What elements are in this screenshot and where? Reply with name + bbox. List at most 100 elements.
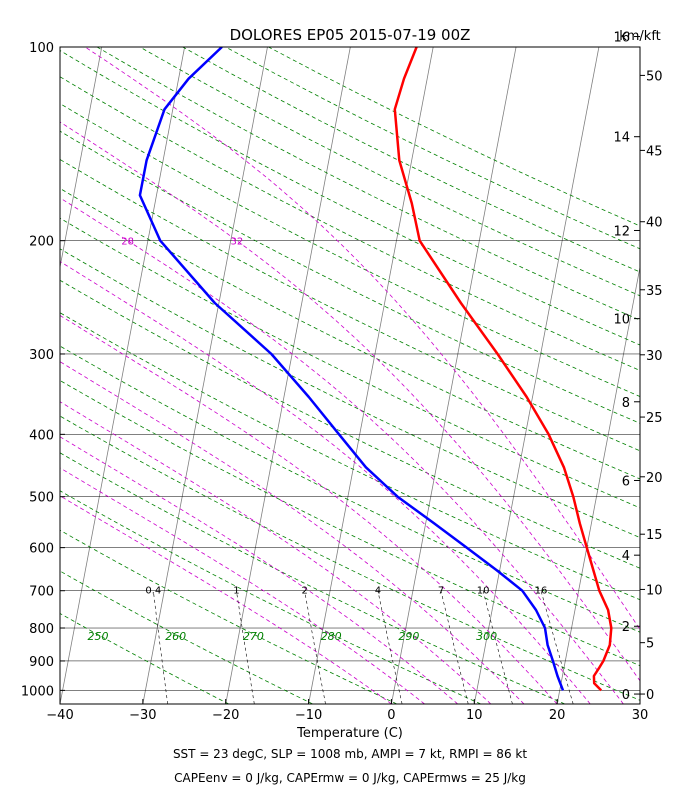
dry-adiabat-line [60, 103, 640, 397]
isotherm-line [60, 47, 186, 704]
mixing-ratio-line [482, 590, 513, 704]
p-tick-label: 400 [29, 428, 54, 443]
mixing-ratio-label: 0.4 [145, 586, 161, 597]
mixing-ratio-label: 16 [535, 586, 548, 597]
dry-adiabat-line [60, 415, 640, 701]
km-tick-label: 8 [622, 396, 630, 411]
p-tick-label: 900 [29, 655, 54, 670]
dry-adiabat-line [60, 490, 481, 704]
dry-adiabat-line [60, 248, 640, 539]
kft-tick-label: 30 [646, 349, 663, 364]
kft-tick-label: 45 [646, 144, 663, 159]
isotherm-line [142, 47, 268, 704]
dry-adiabat-line [60, 570, 313, 704]
dry-adiabat-label: 300 [476, 630, 497, 643]
km-tick-label: 16 [613, 31, 630, 46]
dry-adiabat-line [268, 47, 640, 227]
dry-adiabat-line [60, 279, 640, 569]
moist-adiabat-line [60, 121, 640, 682]
p-tick-label: 600 [29, 542, 54, 557]
moist-adiabat-line [60, 197, 624, 704]
kft-tick-label: 25 [646, 411, 663, 426]
moist-adiabat-line [60, 314, 558, 704]
mixing-ratio-label: 1 [233, 586, 239, 597]
dry-adiabat-label: 260 [165, 630, 186, 643]
kft-tick-label: 40 [646, 216, 663, 231]
p-tick-label: 1000 [21, 684, 54, 699]
p-tick-label: 500 [29, 491, 54, 506]
plot-area: 81216202428320.10.4124710162502602702802… [0, 47, 640, 704]
mixing-ratio-label: 2 [301, 586, 307, 597]
mixing-ratio-label: 10 [477, 586, 490, 597]
isotherm-line [308, 47, 434, 704]
dry-adiabat-line [60, 345, 640, 633]
kft-tick-label: 15 [646, 528, 663, 543]
km-tick-label: 12 [613, 224, 630, 239]
kft-tick-label: 5 [646, 637, 654, 652]
dry-adiabat-line [60, 130, 640, 424]
dry-adiabat-line [60, 217, 640, 509]
mixing-ratio-label: 4 [375, 586, 381, 597]
dry-adiabat-label: 270 [243, 630, 264, 643]
x-tick-label: 10 [466, 708, 483, 723]
dry-adiabat-label: 250 [87, 630, 108, 643]
mixing-ratio-line [236, 590, 255, 704]
dry-adiabat-line [60, 380, 640, 667]
plot-frame [59, 46, 641, 705]
km-tick-label: 2 [622, 620, 630, 635]
footer-line-1: SST = 23 degC, SLP = 1008 mb, AMPI = 7 k… [173, 747, 527, 761]
p-tick-label: 700 [29, 585, 54, 600]
kft-tick-label: 50 [646, 69, 663, 84]
mixing-ratio-label: 7 [438, 586, 444, 597]
isotherm-line [473, 47, 600, 704]
x-tick-label: 0 [387, 708, 395, 723]
p-tick-label: 300 [29, 348, 54, 363]
kft-tick-label: 35 [646, 284, 663, 299]
mixing-ratio-line [153, 590, 168, 704]
km-tick-label: 0 [622, 688, 630, 703]
x-axis-label: Temperature (C) [296, 726, 403, 741]
x-tick-label: −20 [212, 708, 239, 723]
kft-tick-label: 0 [646, 688, 654, 703]
moist-adiabat-line [60, 260, 591, 704]
mixing-ratio-line [540, 590, 574, 704]
footer-line-2: CAPEenv = 0 J/kg, CAPErmw = 0 J/kg, CAPE… [174, 771, 526, 785]
km-tick-label: 14 [613, 131, 630, 146]
moist-adiabat-label: 28 [121, 237, 134, 248]
isotherm-line [0, 47, 19, 704]
dry-adiabat-line [60, 613, 229, 704]
moist-adiabat-line [60, 495, 392, 704]
moist-adiabat-line [60, 436, 458, 704]
dry-adiabat-line [60, 76, 640, 371]
p-tick-label: 200 [29, 235, 54, 250]
kft-tick-label: 20 [646, 471, 663, 486]
dewpoint-profile-line [138, 47, 565, 691]
dry-adiabat-line [60, 452, 565, 704]
axes: −40 −30 −20 −10 0 10 20 30100200300400500600700… [21, 31, 663, 723]
moist-adiabat-line [84, 47, 640, 631]
x-tick-label: −10 [295, 708, 322, 723]
dry-adiabat-line [60, 312, 640, 601]
x-tick-label: −40 [46, 708, 73, 723]
isotherm-line [391, 47, 517, 704]
kft-tick-label: 10 [646, 583, 663, 598]
mixing-ratio-line [377, 590, 403, 704]
dry-adiabat-line [60, 529, 397, 704]
km-tick-label: 4 [622, 549, 630, 564]
x-tick-label: −30 [129, 708, 156, 723]
isotherm-line [225, 47, 351, 704]
dry-adiabat-label: 290 [398, 630, 419, 643]
dry-adiabat-line [60, 187, 640, 480]
chart-title: DOLORES EP05 2015-07-19 00Z [230, 26, 471, 44]
p-tick-label: 800 [29, 622, 54, 637]
isotherm-line [556, 265, 640, 704]
dry-adiabat-line [60, 158, 640, 452]
km-tick-label: 10 [613, 313, 630, 328]
isotherm-line [60, 47, 103, 270]
x-tick-label: 20 [549, 708, 566, 723]
moist-adiabat-label: 32 [230, 237, 243, 248]
p-tick-label: 100 [29, 41, 54, 56]
moist-adiabat-line [60, 361, 525, 704]
x-tick-label: 30 [632, 708, 649, 723]
